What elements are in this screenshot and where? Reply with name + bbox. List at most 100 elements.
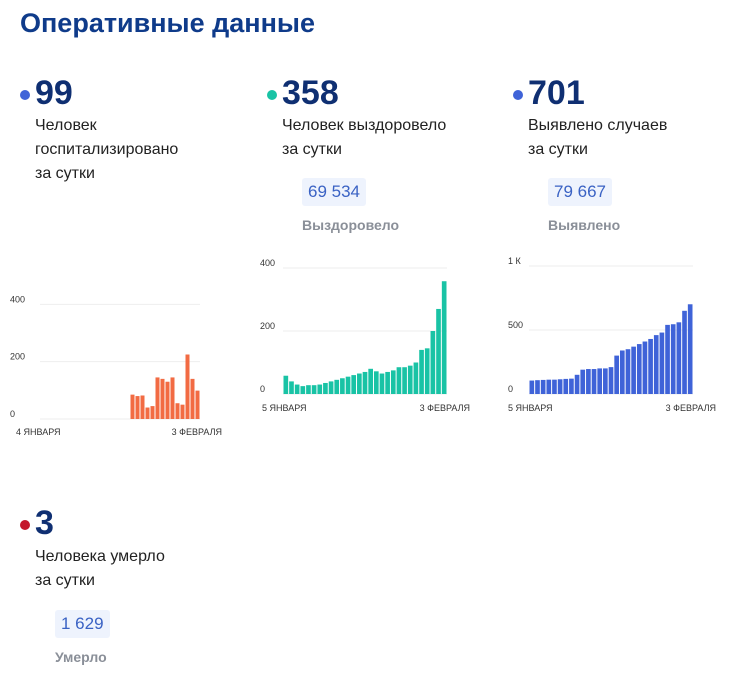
bar <box>659 332 665 394</box>
bar <box>529 380 535 394</box>
x-tick-label-last: 3 ФЕВРАЛЯ <box>666 403 716 413</box>
y-tick-label: 1 К <box>508 256 522 266</box>
bar <box>306 385 311 394</box>
bar <box>345 376 351 394</box>
bar <box>340 378 345 394</box>
cases-line1: Выявлено случаев <box>528 117 668 134</box>
bar <box>574 374 580 394</box>
x-tick-label-first: 4 ЯНВАРЯ <box>16 427 61 437</box>
page-title: Оперативные данные <box>20 8 315 38</box>
bar <box>653 335 659 394</box>
bar <box>569 378 574 394</box>
y-tick-label: 400 <box>260 258 275 268</box>
bar <box>608 367 614 394</box>
bar <box>385 371 390 394</box>
bar <box>631 346 636 394</box>
bar <box>396 367 402 394</box>
bar <box>402 367 407 394</box>
bar <box>185 354 190 419</box>
bar <box>436 308 441 394</box>
deaths-total: 1 629 <box>55 610 110 638</box>
hospitalized-dot <box>20 90 30 100</box>
bar <box>175 403 180 419</box>
cases-dot <box>513 90 523 100</box>
bar <box>351 375 357 394</box>
bar <box>180 404 185 419</box>
bar <box>283 375 289 394</box>
bar <box>424 348 430 394</box>
bar <box>368 368 373 394</box>
y-tick-label: 400 <box>10 294 25 304</box>
hospitalized-line3: за сутки <box>35 165 95 182</box>
x-tick-label-first: 5 ЯНВАРЯ <box>262 403 307 413</box>
bar <box>614 355 619 394</box>
bar <box>170 377 175 419</box>
bar <box>390 370 396 395</box>
deaths-total-label: Умерло <box>55 649 107 665</box>
bar <box>150 406 155 419</box>
bar <box>362 371 368 394</box>
recovered-line2: за сутки <box>282 141 342 158</box>
bar <box>328 381 334 394</box>
bar <box>419 349 424 394</box>
bar <box>552 379 557 394</box>
bar <box>323 382 328 394</box>
y-tick-label: 200 <box>260 321 275 331</box>
bar <box>619 350 625 394</box>
recovered-dot <box>267 90 277 100</box>
cases-value: 701 <box>528 74 585 112</box>
bar <box>676 322 682 394</box>
recovered-description: Человек выздоровело за сутки <box>282 114 482 162</box>
bar <box>636 344 642 394</box>
hospitalized-value: 99 <box>35 74 73 112</box>
bar <box>682 310 687 394</box>
deaths-value: 3 <box>35 504 54 542</box>
y-tick-label: 200 <box>10 352 25 362</box>
bar <box>334 379 340 394</box>
y-tick-label: 0 <box>10 409 15 419</box>
bar <box>379 373 385 394</box>
y-tick-label: 0 <box>260 384 265 394</box>
hospitalized-line2: госпитализировано <box>35 141 179 158</box>
bar <box>648 338 653 394</box>
bar <box>160 378 165 419</box>
cases-description: Выявлено случаев за сутки <box>528 114 728 162</box>
cases-line2: за сутки <box>528 141 588 158</box>
bar <box>373 371 379 394</box>
y-tick-label: 500 <box>508 320 523 330</box>
recovered-total: 69 534 <box>302 178 366 206</box>
bar <box>441 281 447 394</box>
recovered-line1: Человек выздоровело <box>282 117 447 134</box>
bar <box>135 396 140 419</box>
cases-total: 79 667 <box>548 178 612 206</box>
hospitalized-description: Человек госпитализировано за сутки <box>35 114 235 186</box>
bar <box>642 341 648 394</box>
hospitalized-chart: 0 200 400 4 ЯНВАРЯ 3 ФЕВРАЛЯ <box>10 294 222 437</box>
cases-total-label: Выявлено <box>548 217 621 233</box>
bar <box>155 377 160 419</box>
bar <box>430 331 436 394</box>
recovered-chart: 0 200 400 5 ЯНВАРЯ 3 ФЕВРАЛЯ <box>260 258 470 413</box>
deaths-description: Человека умерло за сутки <box>35 545 235 593</box>
bar <box>670 324 676 394</box>
bar <box>317 384 323 394</box>
bar <box>190 378 195 419</box>
bar <box>357 373 362 394</box>
y-tick-label: 0 <box>508 384 513 394</box>
hospitalized-line1: Человек <box>35 117 97 134</box>
deaths-line2: за сутки <box>35 572 95 589</box>
bar <box>557 379 563 394</box>
x-tick-label-first: 5 ЯНВАРЯ <box>508 403 553 413</box>
bar <box>580 369 586 394</box>
bar <box>130 394 135 419</box>
bar <box>540 379 546 394</box>
x-tick-label-last: 3 ФЕВРАЛЯ <box>420 403 470 413</box>
bar <box>597 368 603 394</box>
bar <box>140 395 145 419</box>
bar <box>294 384 300 394</box>
bar <box>311 385 317 394</box>
deaths-line1: Человека умерло <box>35 548 165 565</box>
bar <box>625 349 631 394</box>
deaths-dot <box>20 520 30 530</box>
x-tick-label-last: 3 ФЕВРАЛЯ <box>172 427 222 437</box>
